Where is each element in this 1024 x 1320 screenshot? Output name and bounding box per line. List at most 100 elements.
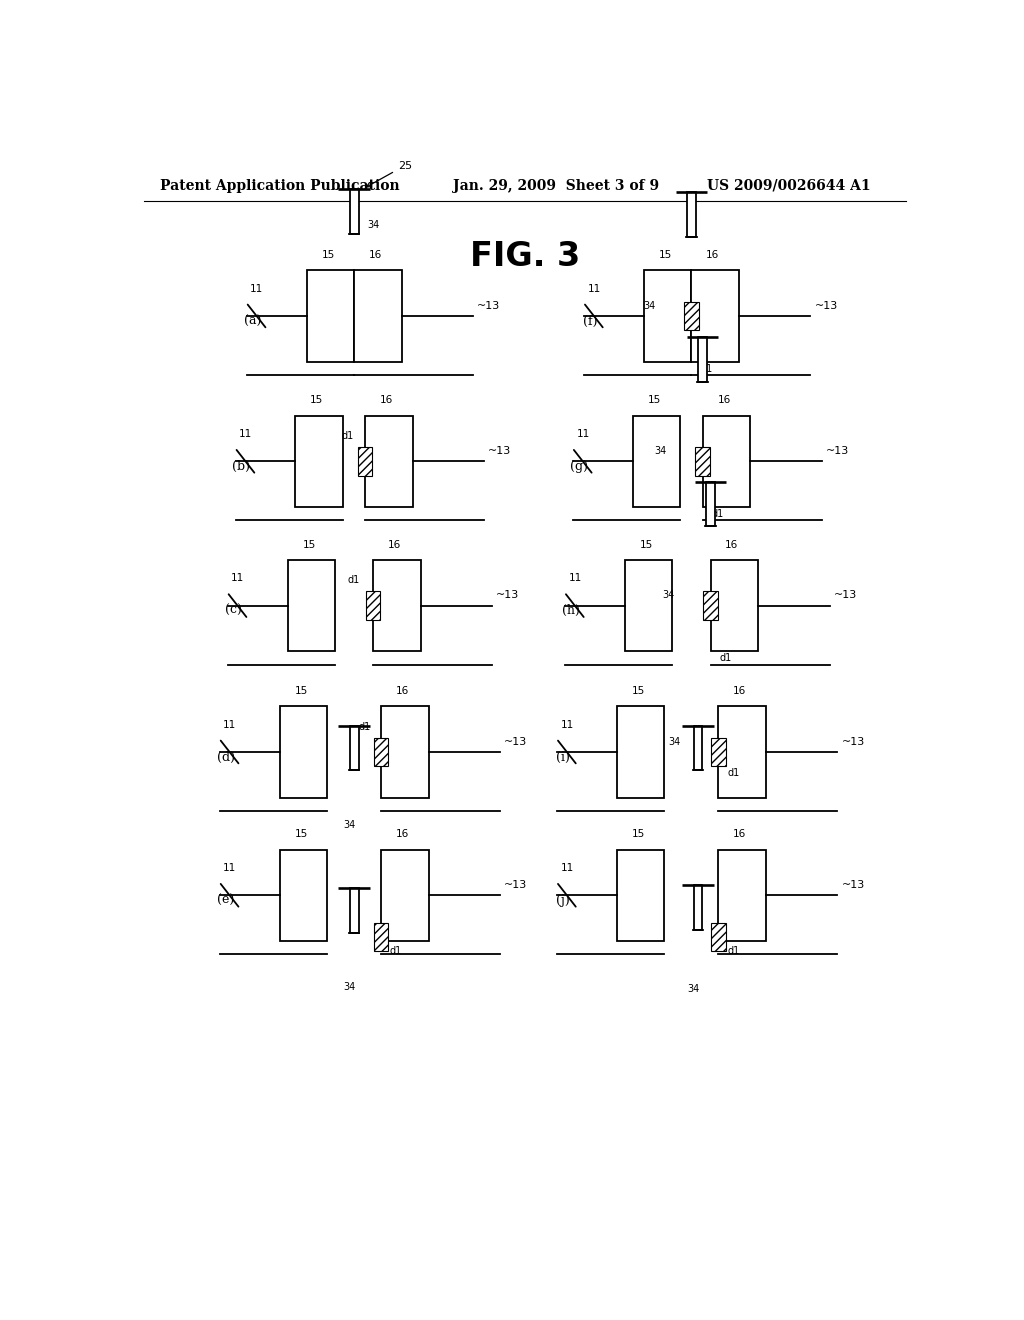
Text: (d): (d): [217, 751, 234, 763]
Bar: [374, 923, 388, 952]
Bar: [633, 416, 680, 507]
Bar: [684, 302, 698, 330]
Text: ~13: ~13: [477, 301, 501, 310]
Text: ~13: ~13: [842, 880, 864, 890]
Bar: [306, 271, 354, 362]
Text: ~13: ~13: [834, 590, 857, 601]
Text: 11: 11: [239, 429, 252, 440]
Text: (h): (h): [562, 605, 580, 618]
Text: (j): (j): [556, 894, 569, 907]
Bar: [350, 888, 358, 933]
Text: ~13: ~13: [814, 301, 838, 310]
Text: ~13: ~13: [504, 737, 527, 747]
Bar: [693, 726, 702, 771]
Text: 25: 25: [367, 161, 412, 187]
Bar: [644, 271, 691, 362]
Bar: [354, 271, 401, 362]
Text: (e): (e): [217, 894, 234, 907]
Text: US 2009/0026644 A1: US 2009/0026644 A1: [708, 178, 871, 193]
Text: d1: d1: [700, 364, 713, 374]
Text: d1: d1: [727, 946, 739, 956]
Bar: [711, 560, 758, 651]
Text: 34: 34: [344, 982, 356, 991]
Text: 16: 16: [369, 249, 382, 260]
Text: 15: 15: [632, 829, 645, 840]
Text: 15: 15: [310, 396, 324, 405]
Text: d1: d1: [358, 722, 371, 731]
Text: d1: d1: [712, 510, 724, 519]
Bar: [703, 591, 718, 620]
Text: ~13: ~13: [497, 590, 519, 601]
Text: 11: 11: [588, 284, 601, 293]
Text: 15: 15: [302, 540, 315, 549]
Bar: [381, 850, 429, 941]
Text: 15: 15: [322, 249, 335, 260]
Text: (f): (f): [583, 314, 597, 327]
Text: 16: 16: [707, 249, 720, 260]
Text: d1: d1: [342, 430, 354, 441]
Text: (b): (b): [232, 459, 251, 473]
Bar: [350, 726, 358, 771]
Text: 11: 11: [223, 719, 237, 730]
Text: ~13: ~13: [488, 446, 512, 457]
Text: 15: 15: [640, 540, 653, 549]
Text: ~13: ~13: [842, 737, 864, 747]
Text: 16: 16: [388, 540, 401, 549]
Text: 34: 34: [643, 301, 655, 310]
Text: 16: 16: [718, 396, 730, 405]
Text: Jan. 29, 2009  Sheet 3 of 9: Jan. 29, 2009 Sheet 3 of 9: [454, 178, 659, 193]
Text: d1: d1: [390, 946, 402, 956]
Text: 11: 11: [560, 719, 573, 730]
Text: 16: 16: [396, 686, 410, 696]
Bar: [350, 189, 358, 234]
Text: (a): (a): [244, 314, 261, 327]
Bar: [698, 338, 707, 381]
Bar: [616, 850, 665, 941]
Text: 11: 11: [577, 429, 590, 440]
Bar: [381, 706, 429, 797]
Text: FIG. 3: FIG. 3: [470, 240, 580, 273]
Text: 34: 34: [654, 446, 667, 457]
Text: 34: 34: [367, 219, 379, 230]
Text: 11: 11: [250, 284, 263, 293]
Text: ~13: ~13: [825, 446, 849, 457]
Bar: [616, 706, 665, 797]
Bar: [702, 416, 751, 507]
Bar: [719, 850, 766, 941]
Text: (g): (g): [569, 459, 588, 473]
Bar: [367, 591, 380, 620]
Text: 34: 34: [687, 983, 699, 994]
Text: 15: 15: [294, 686, 307, 696]
Text: 16: 16: [396, 829, 410, 840]
Bar: [373, 560, 421, 651]
Text: (i): (i): [556, 751, 569, 763]
Bar: [358, 447, 373, 475]
Bar: [366, 416, 413, 507]
Bar: [280, 706, 328, 797]
Text: (c): (c): [225, 605, 242, 618]
Bar: [288, 560, 335, 651]
Text: 16: 16: [733, 829, 746, 840]
Text: 16: 16: [380, 396, 393, 405]
Bar: [691, 271, 739, 362]
Text: 15: 15: [658, 249, 672, 260]
Bar: [296, 416, 343, 507]
Text: 11: 11: [568, 573, 582, 583]
Text: 34: 34: [344, 820, 356, 830]
Text: d1: d1: [719, 653, 731, 664]
Text: 11: 11: [560, 863, 573, 873]
Text: 16: 16: [725, 540, 738, 549]
Bar: [280, 850, 328, 941]
Bar: [712, 738, 726, 766]
Text: d1: d1: [347, 576, 359, 585]
Text: ~13: ~13: [504, 880, 527, 890]
Bar: [687, 191, 696, 236]
Bar: [695, 447, 710, 475]
Bar: [374, 738, 388, 766]
Text: Patent Application Publication: Patent Application Publication: [160, 178, 399, 193]
Text: d1: d1: [727, 768, 739, 779]
Bar: [693, 886, 702, 929]
Text: 16: 16: [733, 686, 746, 696]
Bar: [712, 923, 726, 952]
Text: 34: 34: [663, 590, 675, 601]
